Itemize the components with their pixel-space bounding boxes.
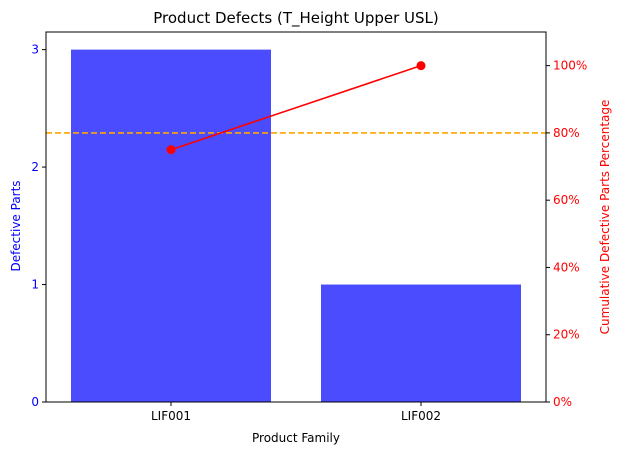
cumulative-point [166, 145, 176, 155]
secondary-y-axis-label: Cumulative Defective Parts Percentage [598, 100, 612, 335]
y-tick-label: 1 [31, 278, 39, 292]
y-tick-label: 0 [31, 395, 39, 409]
y2-tick-label: 100% [553, 59, 587, 73]
y-axis-label: Defective Parts [9, 180, 23, 271]
x-axis-label: Product Family [252, 431, 340, 445]
y-tick-label: 3 [31, 43, 39, 57]
y2-tick-label: 60% [553, 193, 580, 207]
chart-title: Product Defects (T_Height Upper USL) [153, 9, 438, 28]
y2-tick-label: 20% [553, 328, 580, 342]
y-tick-label: 2 [31, 160, 39, 174]
y2-tick-label: 40% [553, 260, 580, 274]
x-tick-label: LIF001 [151, 409, 191, 423]
plot-area: 0 1 2 3 0% 20% 40% 60% 80% 100% LIF001 LIF002 [31, 31, 587, 423]
y2-tick-label: 0% [553, 395, 572, 409]
bar [321, 284, 521, 402]
y2-tick-label: 80% [553, 126, 580, 140]
cumulative-point [416, 61, 426, 71]
axes-frame [45, 31, 547, 403]
cumulative-line [170, 64, 422, 151]
bar [71, 49, 271, 402]
x-tick-label: LIF002 [401, 409, 441, 423]
